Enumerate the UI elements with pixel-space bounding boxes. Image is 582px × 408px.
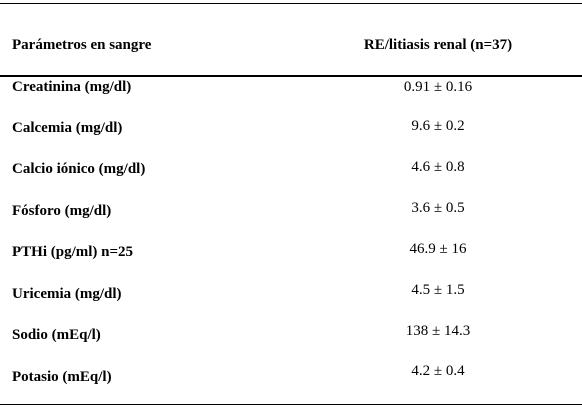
row-value-sodio: 138 ± 14.3 [405, 323, 471, 339]
row-value-pthi: 46.9 ± 16 [409, 241, 467, 257]
row-value-fosforo: 3.6 ± 0.5 [411, 200, 465, 216]
row-value-creatinina: 0.91 ± 0.16 [403, 79, 473, 95]
row-label-creatinina: Creatinina (mg/dl) [12, 79, 132, 95]
row-label-sodio: Sodio (mEq/l) [12, 327, 101, 343]
row-label-fosforo: Fósforo (mg/dl) [12, 203, 112, 219]
row-label-calcio-ionico: Calcio iónico (mg/dl) [12, 161, 146, 177]
table-top-rule [0, 3, 582, 4]
row-label-uricemia: Uricemia (mg/dl) [12, 286, 122, 302]
row-value-uricemia: 4.5 ± 1.5 [411, 282, 465, 298]
row-value-calcemia: 9.6 ± 0.2 [411, 118, 465, 134]
row-label-pthi: PTHi (pg/ml) n=25 [12, 244, 134, 260]
row-label-calcemia: Calcemia (mg/dl) [12, 120, 123, 136]
table-header-rule [0, 75, 582, 77]
row-value-potasio: 4.2 ± 0.4 [411, 363, 465, 379]
column-header-group: RE/litiasis renal (n=37) [363, 37, 513, 53]
row-label-potasio: Potasio (mEq/l) [12, 369, 112, 385]
column-header-parameters: Parámetros en sangre [12, 37, 152, 53]
table-bottom-rule [0, 404, 582, 405]
row-value-calcio-ionico: 4.6 ± 0.8 [411, 159, 465, 175]
